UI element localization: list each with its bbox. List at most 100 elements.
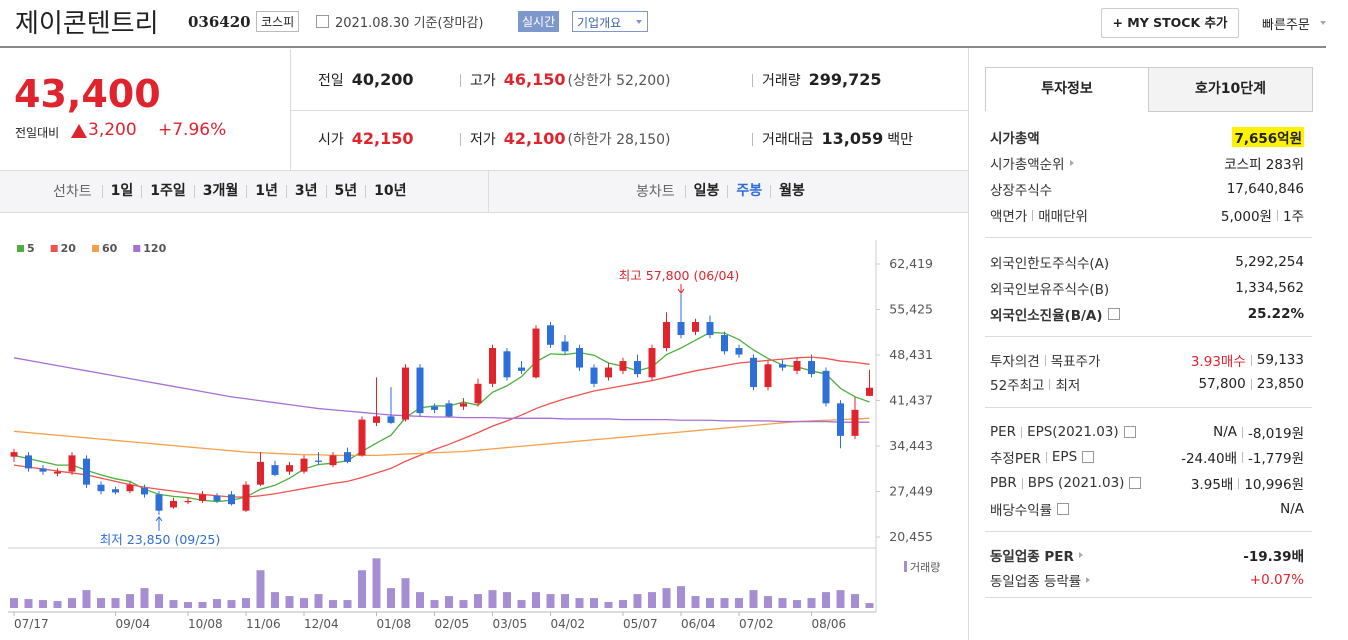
orderbook-tab[interactable]: 호가10단계 xyxy=(1148,67,1313,112)
arrow-icon xyxy=(1069,160,1074,166)
candle-body xyxy=(605,367,612,378)
volume-bar xyxy=(807,598,816,608)
candle-body xyxy=(431,406,438,410)
candle-body xyxy=(561,341,569,352)
candle-body xyxy=(677,322,685,336)
info-value: 3.95배 10,996원 xyxy=(1191,473,1312,493)
info-value: 17,640,846 xyxy=(1227,181,1312,197)
divider xyxy=(0,212,968,213)
separator xyxy=(752,74,753,87)
period-tab[interactable]: 1주일 xyxy=(141,184,194,198)
x-tick-label: 08/06 xyxy=(812,617,847,631)
candle-body xyxy=(54,471,61,474)
realtime-badge[interactable]: 실시간 xyxy=(518,11,560,32)
company-info-dropdown[interactable]: 기업개요 xyxy=(572,11,648,32)
volume-bar xyxy=(82,590,91,608)
candle-body xyxy=(199,494,206,501)
value-text: 25.22% xyxy=(1247,306,1304,322)
ma-line xyxy=(13,356,870,498)
candle-body xyxy=(764,364,772,388)
info-label: 52주최고 최저 xyxy=(985,374,1080,394)
candle-body xyxy=(39,468,47,472)
separator xyxy=(1044,354,1046,366)
period-tab[interactable]: 1년 xyxy=(246,184,286,198)
volume-legend: 거래량 xyxy=(910,561,940,574)
divider xyxy=(290,110,968,111)
quick-order[interactable]: 빠른주문 xyxy=(1262,18,1310,33)
summary-label: 저가 xyxy=(470,132,496,148)
change: 3,200 xyxy=(88,120,137,140)
period-tab[interactable]: 일봉 xyxy=(684,184,728,198)
label-text: 52주최고 xyxy=(990,378,1045,394)
info-row: 상장주식수 17,640,846 xyxy=(985,179,1312,199)
value-text: 17,640,846 xyxy=(1226,181,1304,197)
period-tab[interactable]: 주봉 xyxy=(727,184,770,198)
volume-bar xyxy=(242,598,250,608)
separator xyxy=(1242,451,1244,463)
candle-body xyxy=(286,465,293,472)
value-text: 1,334,562 xyxy=(1235,280,1304,296)
candle-body xyxy=(445,403,453,417)
volume-bar xyxy=(648,592,656,608)
candle-body xyxy=(692,322,699,332)
candle-body xyxy=(721,335,728,352)
info-label: PBR BPS (2021.03) xyxy=(985,475,1142,491)
ma-line xyxy=(13,417,870,457)
help-icon[interactable] xyxy=(1123,426,1136,438)
summary-item: 저가 42,100 (하한가 28,150) xyxy=(470,129,671,149)
mystock-button[interactable]: + MY STOCK 추가 xyxy=(1101,8,1239,38)
line-chart-tabs: 선차트 1일 1주일 3개월 1년 3년 5년 10년 xyxy=(53,170,415,212)
divider xyxy=(488,171,489,212)
period-tab[interactable]: 10년 xyxy=(365,184,414,198)
volume-bar xyxy=(358,570,366,608)
volume-bar xyxy=(372,558,381,608)
period-tab[interactable]: 3개월 xyxy=(193,184,247,198)
candle-body xyxy=(503,351,511,378)
separator xyxy=(460,74,461,87)
candle-body xyxy=(358,419,366,456)
label-text: PER xyxy=(990,424,1017,440)
help-icon[interactable] xyxy=(1057,503,1070,515)
help-icon[interactable] xyxy=(1107,308,1120,320)
x-tick-label: 05/07 xyxy=(623,617,658,631)
x-tick-label: 01/08 xyxy=(377,617,412,631)
period-tab[interactable]: 5년 xyxy=(325,184,366,198)
summary-value: 13,059 xyxy=(821,129,884,148)
candle-body xyxy=(68,455,76,472)
help-icon[interactable] xyxy=(1129,477,1142,489)
candle-body xyxy=(532,328,540,378)
info-value: 25.22% xyxy=(1248,306,1312,322)
candle-body xyxy=(489,348,496,384)
candle-body xyxy=(663,322,670,349)
summary-unit: 백만 xyxy=(887,132,914,148)
volume-bar xyxy=(619,600,627,608)
info-row: 투자의견 목표주가 3.93매수 59,133 xyxy=(985,350,1312,370)
candle-body xyxy=(344,452,351,462)
volume-legend-swatch xyxy=(904,561,907,572)
value-text: 57,800 xyxy=(1198,376,1246,392)
volume-bar xyxy=(213,599,221,608)
volume-bar xyxy=(198,602,207,608)
volume-bar xyxy=(590,598,598,608)
candle-body xyxy=(706,322,714,336)
help-icon[interactable] xyxy=(1082,451,1095,463)
info-value: -24.40배 -1,779원 xyxy=(1181,447,1312,467)
chart: 5 20 60 120 62,419 55,425 48,431 41,437 34,443 27… xyxy=(8,240,940,631)
value-text: 3.93매수 xyxy=(1190,354,1246,370)
candle-body xyxy=(474,383,482,404)
candle-body xyxy=(779,364,786,368)
period-tab[interactable]: 3년 xyxy=(285,184,326,198)
period-tab[interactable]: 월봉 xyxy=(770,184,813,198)
separator xyxy=(752,133,753,146)
info-label: 투자의견 목표주가 xyxy=(985,350,1100,370)
summary-value: 42,100 xyxy=(503,129,566,148)
volume-bar xyxy=(662,588,671,608)
current-price: 43,400 xyxy=(14,72,161,116)
volume-bar xyxy=(735,598,743,608)
info-value: 5,000원 1주 xyxy=(1221,205,1312,225)
period-tab[interactable]: 1일 xyxy=(101,184,142,198)
info-label: 시가총액순위 xyxy=(985,153,1074,173)
up-triangle xyxy=(71,124,87,138)
candle-body xyxy=(416,367,424,414)
